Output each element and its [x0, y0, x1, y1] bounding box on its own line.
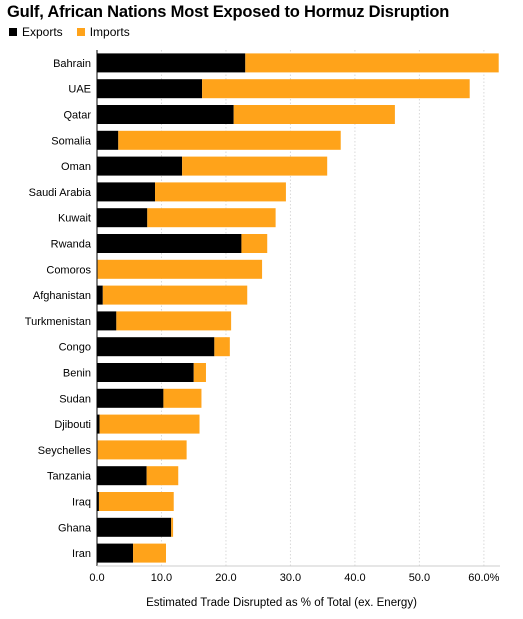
- category-label: UAE: [68, 84, 91, 96]
- bar-imports: [171, 517, 174, 537]
- x-tick-label: 20.0: [215, 572, 236, 584]
- legend-label-imports: Imports: [89, 25, 130, 39]
- bar-exports: [97, 156, 183, 176]
- category-label: Iran: [72, 548, 91, 560]
- category-label: Ghana: [58, 522, 92, 534]
- bar-exports: [97, 388, 164, 408]
- bar-exports: [97, 543, 134, 563]
- bar-exports: [97, 414, 100, 434]
- bar-exports: [97, 53, 246, 73]
- category-label: Comoros: [46, 264, 91, 276]
- bar-imports: [233, 105, 395, 124]
- category-label: Somalia: [51, 135, 92, 147]
- bar-imports: [146, 466, 179, 486]
- bar-exports: [97, 492, 99, 511]
- bar-exports: [97, 234, 242, 253]
- legend-label-exports: Exports: [22, 25, 63, 39]
- category-label: Seychelles: [38, 445, 92, 457]
- category-label: Saudi Arabia: [29, 187, 92, 199]
- bar-imports: [116, 311, 232, 331]
- bar-imports: [245, 53, 499, 73]
- x-tick-label: 0.0: [89, 572, 104, 584]
- x-tick-label: 10.0: [151, 572, 172, 584]
- category-label: Benin: [63, 368, 91, 380]
- category-label: Congo: [59, 342, 91, 354]
- category-label: Qatar: [63, 110, 91, 122]
- bar-imports: [147, 208, 276, 228]
- bar-imports: [133, 543, 166, 563]
- category-label: Sudan: [59, 393, 91, 405]
- category-label: Rwanda: [51, 239, 92, 251]
- x-tick-label: 40.0: [344, 572, 365, 584]
- bar-imports: [182, 156, 328, 176]
- bar-imports: [97, 259, 263, 279]
- bar-exports: [97, 208, 148, 228]
- chart-title: Gulf, African Nations Most Exposed to Ho…: [7, 3, 450, 21]
- bar-imports: [193, 363, 206, 382]
- bar-exports: [97, 363, 194, 382]
- legend-item-imports: Imports: [76, 25, 130, 39]
- bar-imports: [98, 492, 174, 511]
- x-axis-label: Estimated Trade Disrupted as % of Total …: [146, 597, 417, 609]
- bar-exports: [97, 182, 156, 202]
- bar-imports: [163, 388, 202, 408]
- bar-imports: [97, 440, 187, 460]
- bar-exports: [97, 517, 172, 537]
- category-label: Oman: [61, 161, 91, 173]
- category-label: Turkmenistan: [25, 316, 91, 328]
- legend-swatch-exports: [9, 28, 17, 36]
- legend-item-exports: Exports: [9, 25, 63, 39]
- bar-exports: [97, 105, 234, 124]
- category-label: Djibouti: [54, 419, 91, 431]
- category-label: Iraq: [72, 497, 91, 509]
- bar-imports: [118, 130, 341, 150]
- bar-exports: [97, 311, 117, 331]
- bar-exports: [97, 337, 215, 357]
- x-tick-label: 60.0%: [468, 572, 499, 584]
- bar-imports: [99, 414, 200, 434]
- bar-exports: [97, 466, 147, 486]
- bar-exports: [97, 285, 103, 305]
- bar-imports: [214, 337, 230, 357]
- category-label: Kuwait: [58, 213, 91, 225]
- bar-imports: [202, 79, 470, 99]
- category-label: Tanzania: [47, 471, 92, 483]
- legend: Exports Imports: [9, 25, 144, 39]
- category-label: Afghanistan: [33, 290, 91, 302]
- legend-swatch-imports: [76, 28, 85, 36]
- bar-exports: [97, 130, 119, 150]
- bar-exports: [97, 79, 203, 99]
- bar-imports: [102, 285, 248, 305]
- bar-imports: [155, 182, 286, 202]
- bar-imports: [241, 234, 268, 253]
- x-tick-label: 50.0: [409, 572, 430, 584]
- x-tick-label: 30.0: [280, 572, 301, 584]
- category-label: Bahrain: [53, 58, 91, 70]
